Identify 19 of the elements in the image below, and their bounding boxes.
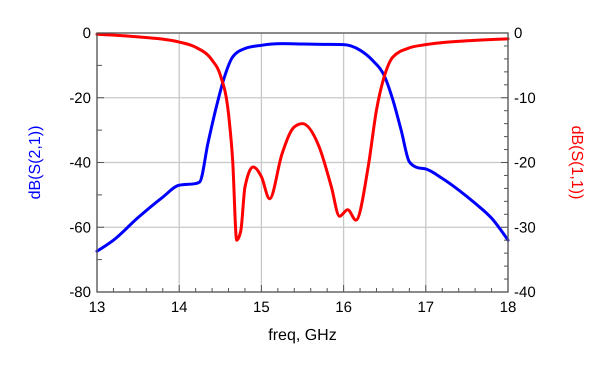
y2-tick-label: -20 — [514, 154, 536, 172]
x-axis-title: freq, GHz — [268, 327, 337, 344]
x-tick-label: 16 — [335, 299, 352, 316]
y2-axis-title: dB(S(1,1)) — [568, 126, 585, 200]
y-tick-label: -80 — [69, 284, 91, 301]
y2-tick-label: -10 — [514, 90, 536, 107]
x-tick-label: 13 — [88, 299, 106, 316]
x-tick-label: 18 — [500, 299, 516, 316]
y-tick-label: -40 — [69, 154, 91, 172]
y-tick-label: -20 — [69, 90, 91, 107]
y2-tick-label: 0 — [514, 25, 522, 42]
x-tick-label: 14 — [170, 299, 188, 316]
y-axis-title: dB(S(2,1)) — [27, 126, 44, 200]
x-tick-label: 17 — [417, 299, 434, 316]
y2-tick-label: -30 — [514, 219, 536, 236]
y-tick-label: 0 — [82, 25, 91, 42]
x-tick-label: 15 — [253, 299, 270, 316]
y-tick-label: -60 — [69, 219, 91, 236]
y2-tick-label: -40 — [514, 284, 536, 301]
